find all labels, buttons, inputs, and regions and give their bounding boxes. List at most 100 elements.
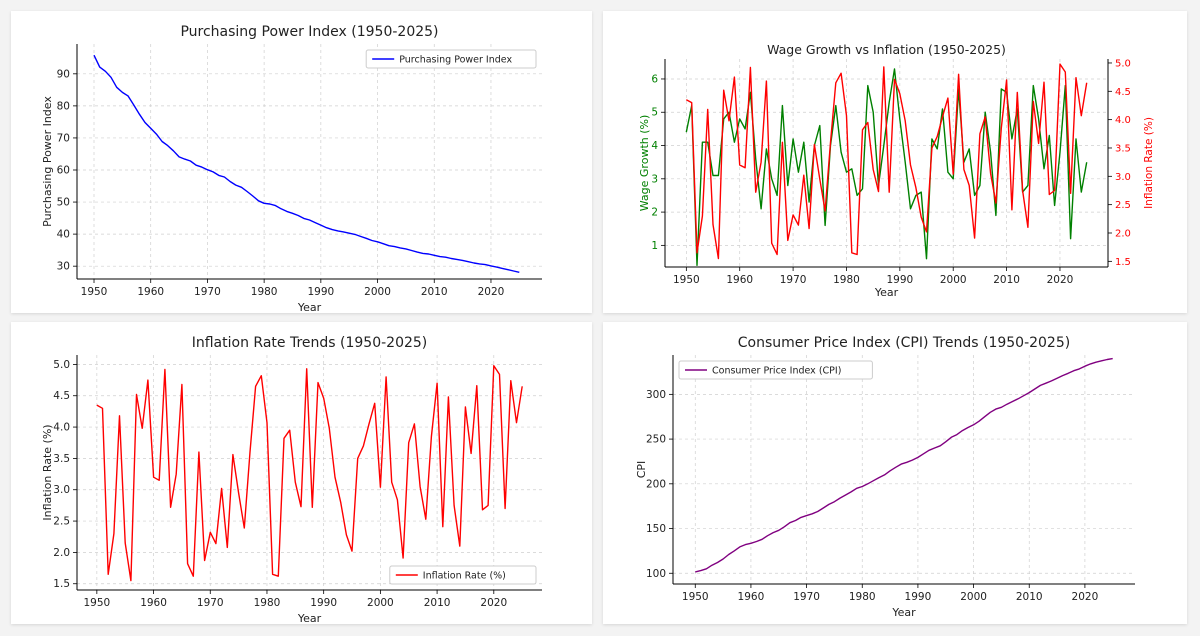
x-tick-label: 1950 bbox=[81, 286, 108, 298]
series-line-2 bbox=[685, 63, 1088, 260]
y-tick-label: 90 bbox=[57, 68, 70, 80]
x-tick-label: 1950 bbox=[682, 591, 709, 603]
x-tick-label: 1970 bbox=[780, 274, 807, 286]
chart-svg-2: 1950 1960 1970 1980 1990 2000 2010 2020 1 2 3 4 5 6 1.… bbox=[638, 42, 1155, 299]
x-tick-label: 2020 bbox=[480, 597, 507, 609]
legend-label: Consumer Price Index (CPI) bbox=[712, 366, 841, 377]
legend: Purchasing Power Index bbox=[365, 49, 537, 69]
y-tick-label: 4 bbox=[651, 140, 658, 152]
y-axis-label: Wage Growth (%) bbox=[638, 115, 651, 212]
x-axis-label: Year bbox=[874, 286, 899, 299]
x-tick-label: 2010 bbox=[421, 286, 448, 298]
series-line-1 bbox=[695, 357, 1113, 573]
y-tick-label: 1.5 bbox=[53, 578, 70, 590]
y-tick-label: 4.0 bbox=[53, 422, 70, 434]
x-tick-label: 1980 bbox=[251, 286, 278, 298]
y-tick-label: 2.5 bbox=[53, 516, 70, 528]
x-tick-label: 1960 bbox=[140, 597, 167, 609]
x-axis-label: Year bbox=[891, 606, 916, 619]
x-tick-label: 1980 bbox=[849, 591, 876, 603]
x-tick-label: 1990 bbox=[310, 597, 337, 609]
y-right-tick-label: 2.0 bbox=[1115, 228, 1131, 239]
chart-title: Purchasing Power Index (1950-2025) bbox=[180, 24, 438, 40]
y-tick-label: 2 bbox=[651, 207, 658, 219]
legend-label: Purchasing Power Index bbox=[399, 55, 512, 66]
y-right-tick-label: 1.5 bbox=[1115, 257, 1131, 268]
x-tick-label: 1980 bbox=[254, 597, 281, 609]
x-tick-label: 2020 bbox=[1072, 591, 1099, 603]
x-tick-label: 2020 bbox=[1047, 274, 1074, 286]
chart-title: Consumer Price Index (CPI) Trends (1950-… bbox=[738, 335, 1070, 351]
x-tick-label: 2010 bbox=[1016, 591, 1043, 603]
x-tick-label: 2000 bbox=[364, 286, 391, 298]
y-tick-label: 30 bbox=[57, 261, 70, 273]
x-tick-label: 1990 bbox=[307, 286, 334, 298]
legend: Consumer Price Index (CPI) bbox=[678, 360, 873, 380]
x-tick-label: 1960 bbox=[726, 274, 753, 286]
wage-vs-inflation-chart-panel: 1950 1960 1970 1980 1990 2000 2010 2020 1 2 3 4 5 6 1.… bbox=[603, 11, 1187, 313]
x-axis-label: Year bbox=[297, 301, 322, 314]
y-right-tick-label: 4.5 bbox=[1115, 87, 1131, 98]
legend-box bbox=[365, 49, 537, 69]
y-tick-label: 3 bbox=[651, 173, 658, 185]
y-right-tick-label: 2.5 bbox=[1115, 200, 1131, 211]
y-axis-label: CPI bbox=[635, 461, 648, 479]
series-line-1 bbox=[685, 68, 1088, 267]
legend-label: Inflation Rate (%) bbox=[423, 571, 506, 582]
x-tick-label: 2010 bbox=[424, 597, 451, 609]
x-tick-label: 2010 bbox=[993, 274, 1020, 286]
legend-box bbox=[678, 360, 873, 380]
x-tick-label: 1990 bbox=[905, 591, 932, 603]
series-line-1 bbox=[93, 54, 520, 273]
y-tick-label: 100 bbox=[646, 568, 666, 580]
y-tick-label: 200 bbox=[646, 478, 666, 490]
x-tick-label: 2000 bbox=[960, 591, 987, 603]
x-tick-label: 1990 bbox=[886, 274, 913, 286]
x-tick-label: 1950 bbox=[83, 597, 110, 609]
y-tick-label: 300 bbox=[646, 389, 666, 401]
y-tick-label: 150 bbox=[646, 523, 666, 535]
x-tick-label: 1980 bbox=[833, 274, 860, 286]
legend: Inflation Rate (%) bbox=[389, 565, 537, 585]
chart-title: Wage Growth vs Inflation (1950-2025) bbox=[767, 42, 1006, 57]
y-tick-label: 5.0 bbox=[53, 359, 70, 371]
chart-svg-3: 1950 1960 1970 1980 1990 2000 2010 2020 1.5 2.0 2.… bbox=[41, 335, 542, 625]
y-right-tick-label: 3.5 bbox=[1115, 143, 1131, 154]
y-tick-label: 50 bbox=[57, 197, 70, 209]
cpi-trends-chart-panel: 1950 1960 1970 1980 1990 2000 2010 2020 100 150 20… bbox=[603, 322, 1187, 624]
y-tick-label: 2.0 bbox=[53, 547, 70, 559]
x-tick-label: 1960 bbox=[738, 591, 765, 603]
purchasing-power-chart-panel: 1950 1960 1970 1980 1990 2000 2010 2020 30 40 50 60… bbox=[11, 11, 592, 314]
y-tick-label: 250 bbox=[646, 434, 666, 446]
y-tick-label: 80 bbox=[57, 100, 70, 112]
series-line-1 bbox=[96, 365, 523, 582]
chart-svg-1: 1950 1960 1970 1980 1990 2000 2010 2020 30 40 50 60… bbox=[41, 24, 542, 314]
x-tick-label: 2020 bbox=[478, 286, 505, 298]
x-tick-label: 2000 bbox=[940, 274, 967, 286]
y-axis-label: Inflation Rate (%) bbox=[41, 424, 54, 520]
chart-title: Inflation Rate Trends (1950-2025) bbox=[192, 335, 428, 351]
legend-box bbox=[389, 565, 537, 585]
y-tick-label: 5 bbox=[651, 107, 658, 119]
x-tick-label: 2000 bbox=[367, 597, 394, 609]
y-tick-label: 4.5 bbox=[53, 390, 70, 402]
y-axis-right-label: Inflation Rate (%) bbox=[1143, 117, 1155, 209]
x-tick-label: 1970 bbox=[793, 591, 820, 603]
y-tick-label: 40 bbox=[57, 229, 70, 241]
x-axis-label: Year bbox=[297, 612, 322, 625]
x-tick-label: 1970 bbox=[194, 286, 221, 298]
y-tick-label: 1 bbox=[651, 240, 658, 252]
y-tick-label: 3.5 bbox=[53, 453, 70, 465]
y-axis-label: Purchasing Power Index bbox=[41, 96, 54, 227]
y-right-tick-label: 5.0 bbox=[1115, 58, 1131, 69]
x-tick-label: 1960 bbox=[137, 286, 164, 298]
inflation-trends-chart-panel: 1950 1960 1970 1980 1990 2000 2010 2020 1.5 2.0 2.… bbox=[11, 322, 592, 625]
y-tick-label: 70 bbox=[57, 132, 70, 144]
chart-svg-4: 1950 1960 1970 1980 1990 2000 2010 2020 100 150 20… bbox=[635, 335, 1135, 619]
y-tick-label: 60 bbox=[57, 164, 70, 176]
y-right-tick-label: 3.0 bbox=[1115, 172, 1131, 183]
y-right-tick-label: 4.0 bbox=[1115, 115, 1131, 126]
x-tick-label: 1950 bbox=[673, 274, 700, 286]
y-tick-label: 6 bbox=[651, 73, 658, 85]
x-tick-label: 1970 bbox=[197, 597, 224, 609]
